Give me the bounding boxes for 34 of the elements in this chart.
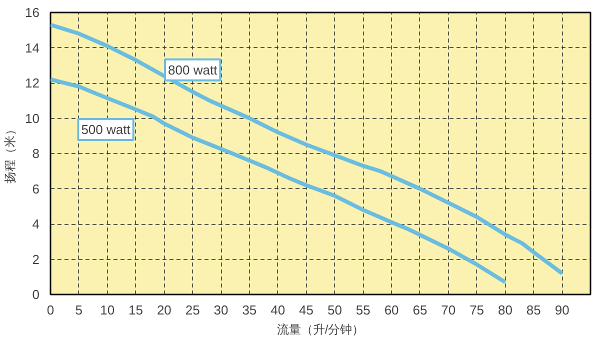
- x-tick-label: 10: [100, 302, 115, 318]
- x-tick-label: 65: [412, 302, 428, 318]
- x-tick-label: 45: [299, 302, 314, 318]
- line-series: [50, 22, 564, 276]
- series-label: 800 watt: [168, 62, 218, 78]
- x-tick-label: 20: [156, 302, 172, 318]
- y-tick-label: 8: [32, 146, 40, 161]
- x-tick-label: 75: [470, 302, 484, 318]
- y-tick-label: 16: [25, 5, 40, 20]
- y-tick-label: 2: [32, 252, 40, 267]
- line-series: [50, 77, 508, 284]
- x-tick-label: 25: [185, 302, 200, 318]
- y-tick-label: 14: [25, 40, 40, 56]
- x-tick-label: 30: [214, 302, 228, 318]
- y-axis-title: 扬程（米）: [3, 124, 18, 184]
- x-tick-label: 50: [327, 302, 342, 318]
- x-tick-label: 55: [356, 302, 370, 318]
- x-tick-label: 90: [554, 302, 570, 318]
- x-axis-title: 流量（升/分钟）: [276, 322, 364, 336]
- x-tick-label: 0: [46, 302, 54, 318]
- x-tick-label: 85: [526, 302, 541, 318]
- x-tick-label: 5: [75, 302, 83, 318]
- series-label: 500 watt: [81, 122, 131, 137]
- y-tick-label: 10: [25, 110, 40, 126]
- y-tick-label: 6: [32, 181, 40, 196]
- x-tick-label: 80: [498, 302, 512, 318]
- x-tick-label: 70: [441, 302, 456, 318]
- x-tick-label: 35: [242, 302, 257, 318]
- x-tick-label: 60: [384, 302, 399, 318]
- x-tick-label: 15: [128, 302, 143, 318]
- x-tick-label: 40: [270, 302, 286, 318]
- y-tick-label: 4: [32, 216, 40, 232]
- y-tick-label: 0: [32, 287, 40, 302]
- y-tick-label: 12: [25, 76, 40, 90]
